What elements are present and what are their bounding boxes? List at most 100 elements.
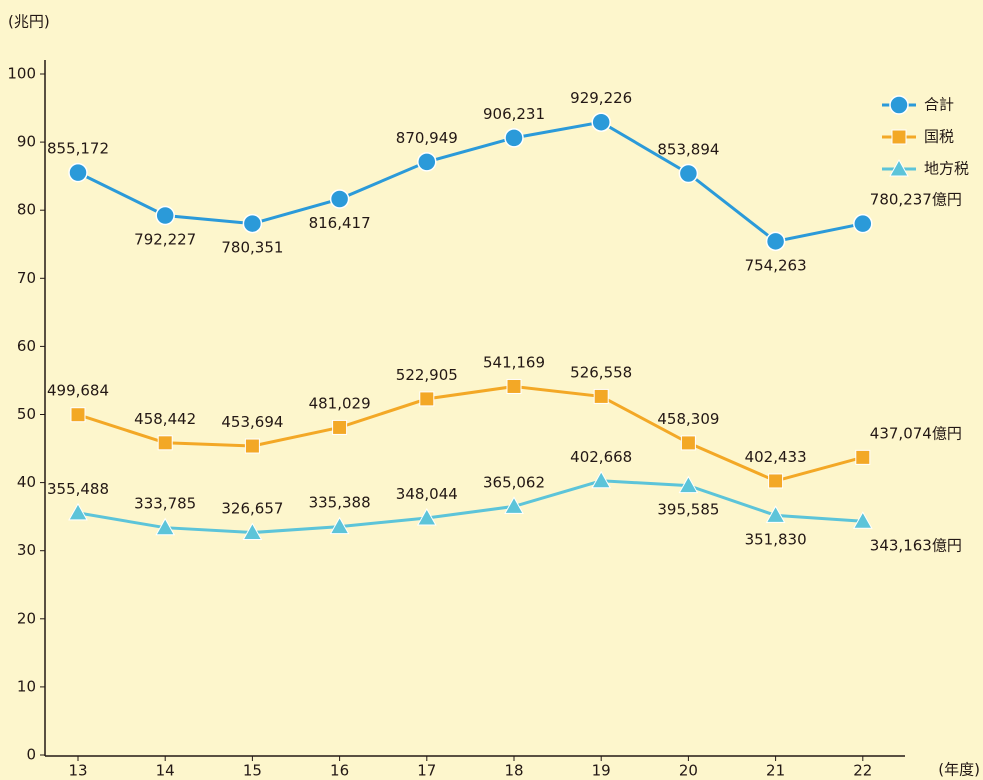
data-label-value: 351,830	[745, 530, 807, 548]
data-label-value: 754,263	[745, 256, 807, 274]
x-axis-label: (年度)	[938, 761, 980, 779]
data-label: 333,785	[134, 494, 196, 512]
data-point	[70, 407, 86, 423]
y-tick-label: 70	[17, 269, 36, 287]
x-tick-label: 18	[504, 762, 523, 780]
data-label: 929,226	[570, 89, 632, 107]
data-point	[242, 213, 263, 234]
data-point	[416, 507, 437, 526]
legend-marker	[891, 129, 907, 145]
data-point	[678, 475, 699, 494]
data-point	[591, 112, 611, 132]
data-point	[329, 516, 350, 535]
x-tick-label: 20	[679, 762, 698, 780]
data-label-value: 526,558	[570, 363, 632, 381]
y-tick-label: 90	[17, 133, 36, 151]
data-label-value: 780,351	[221, 238, 283, 256]
data-label: 816,417	[309, 214, 371, 232]
data-point	[591, 470, 612, 489]
data-point	[765, 505, 786, 523]
data-label-value: 395,585	[657, 500, 719, 518]
x-tick-label: 16	[330, 762, 349, 780]
data-label: 754,263	[745, 256, 807, 274]
data-point	[155, 205, 175, 226]
data-point	[506, 378, 522, 394]
data-label: 906,231	[483, 104, 545, 122]
y-tick-label: 0	[26, 746, 36, 764]
data-label: 348,044	[396, 484, 458, 502]
data-label-value: 481,029	[309, 394, 371, 412]
data-label: 792,227	[134, 230, 196, 248]
data-point	[68, 162, 88, 183]
data-label: 541,169	[483, 353, 545, 371]
data-point	[155, 517, 176, 536]
data-label-value: 355,488	[47, 479, 109, 497]
data-label: 853,894	[657, 140, 719, 158]
data-point	[855, 449, 871, 465]
data-label-value: 437,074	[870, 424, 932, 442]
data-point	[157, 435, 173, 451]
series-line	[77, 479, 863, 535]
data-label: 499,684	[47, 381, 109, 399]
data-label-value: 326,657	[221, 499, 283, 517]
data-label: 855,172	[47, 139, 109, 157]
data-label: 402,433	[745, 447, 807, 465]
data-label-value: 333,785	[134, 494, 196, 512]
data-label: 526,558	[570, 363, 632, 381]
data-point	[68, 502, 88, 521]
data-point	[332, 419, 348, 435]
data-label: 395,585	[657, 500, 719, 518]
data-label-value: 458,442	[134, 409, 196, 427]
data-label-unit: 億円	[932, 536, 962, 554]
legend-label: 地方税	[924, 160, 969, 178]
data-label: 458,309	[657, 409, 719, 427]
legend-label: 合計	[924, 96, 954, 114]
data-label-value: 348,044	[396, 484, 458, 502]
data-label: 522,905	[396, 365, 458, 383]
data-label-unit: 億円	[932, 424, 962, 442]
data-label-value: 816,417	[309, 214, 371, 232]
x-tick-label: 14	[156, 762, 175, 780]
data-label-value: 870,949	[396, 128, 458, 146]
data-label: 365,062	[483, 473, 545, 491]
x-tick-label: 17	[417, 762, 436, 780]
data-label-value: 855,172	[47, 139, 109, 157]
x-tick-label: 15	[243, 762, 262, 780]
x-tick-label: 21	[766, 762, 785, 780]
data-label: 458,442	[134, 409, 196, 427]
data-label-value: 929,226	[570, 89, 632, 107]
data-point	[680, 435, 696, 451]
x-tick-label: 22	[853, 762, 872, 780]
data-label: 355,488	[47, 479, 109, 497]
data-label-value: 780,237	[870, 190, 932, 208]
series-line	[77, 384, 864, 483]
data-point	[419, 391, 435, 407]
data-point	[853, 213, 873, 234]
data-label-value: 499,684	[47, 381, 109, 399]
data-point	[593, 388, 609, 404]
y-tick-label: 100	[7, 65, 36, 83]
data-label-unit: 億円	[932, 190, 962, 208]
data-label: 780,351	[221, 238, 283, 256]
legend-marker	[889, 95, 909, 115]
data-point	[242, 522, 263, 541]
data-label-value: 458,309	[657, 409, 719, 427]
y-tick-label: 10	[17, 677, 36, 695]
data-label-value: 853,894	[657, 140, 719, 158]
y-tick-label: 50	[17, 405, 36, 423]
legend-label: 国税	[924, 128, 954, 146]
data-label: 343,163億円	[870, 536, 962, 554]
data-point	[504, 128, 524, 148]
data-label: 351,830	[745, 530, 807, 548]
data-label-value: 906,231	[483, 104, 545, 122]
data-label: 780,237億円	[870, 190, 962, 208]
data-label: 437,074億円	[870, 424, 962, 442]
data-label: 481,029	[309, 394, 371, 412]
series-line	[77, 120, 864, 243]
data-label-value: 792,227	[134, 230, 196, 248]
y-tick-label: 20	[17, 609, 36, 627]
data-point	[768, 473, 784, 489]
y-tick-label: 80	[17, 201, 36, 219]
x-tick-label: 13	[68, 762, 87, 780]
